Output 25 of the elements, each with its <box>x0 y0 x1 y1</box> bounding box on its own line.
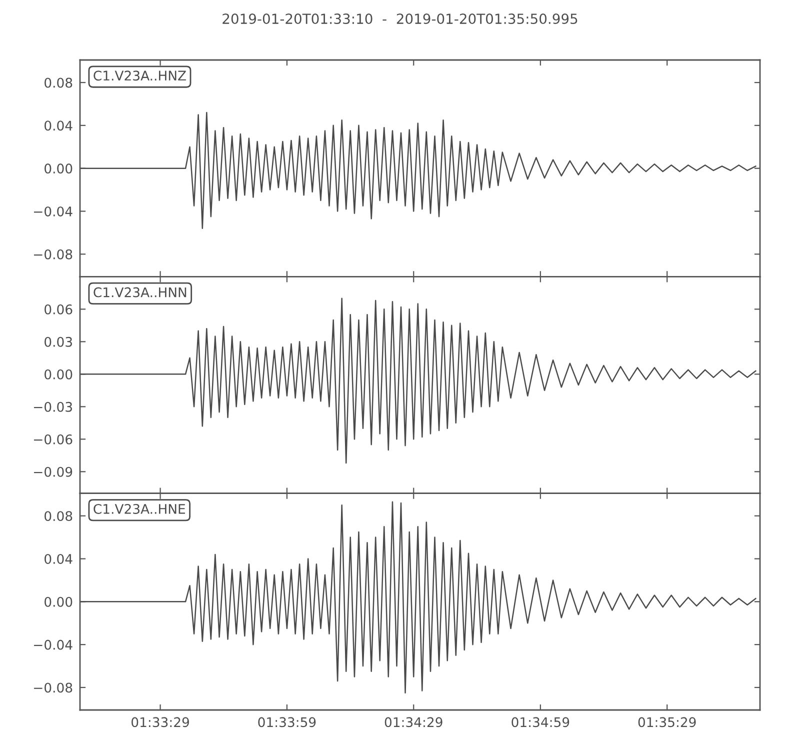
y-tick-label: 0.00 <box>44 164 72 174</box>
x-tick-label: 01:33:29 <box>132 717 189 728</box>
y-tick-label: 0.00 <box>44 596 72 607</box>
legend-label: C1.V23A..HNZ <box>94 70 186 81</box>
y-tick-label: 0.06 <box>44 304 72 314</box>
text: C1.V23A..HNE <box>94 504 186 514</box>
y-tick-label: −0.08 <box>34 249 72 260</box>
y-tick-label: −0.04 <box>34 206 72 216</box>
y-tick-label: 0.08 <box>44 78 72 88</box>
y-tick-label: −0.09 <box>34 466 72 477</box>
y-tick-label: 0.03 <box>44 336 72 347</box>
chart-title: 2019-01-20T01:33:10 - 2019-01-20T01:35:50.995 <box>222 14 578 24</box>
y-tick-label: −0.04 <box>34 640 72 650</box>
y-tick-label: 0.08 <box>44 511 72 522</box>
y-tick-label: 0.04 <box>44 554 72 564</box>
y-tick-label: 0.00 <box>44 369 72 380</box>
y-tick-label: −0.08 <box>34 682 72 693</box>
x-tick-label: 01:33:59 <box>258 717 316 728</box>
y-tick-label: −0.06 <box>34 434 72 444</box>
y-tick-label: −0.03 <box>34 402 72 412</box>
text: C1.V23A..HNN <box>94 287 186 298</box>
x-tick-label: 01:35:29 <box>638 717 696 728</box>
x-tick-label: 01:34:29 <box>384 717 442 728</box>
y-tick-label: 0.04 <box>44 120 72 131</box>
x-tick-label: 01:34:59 <box>512 717 570 728</box>
